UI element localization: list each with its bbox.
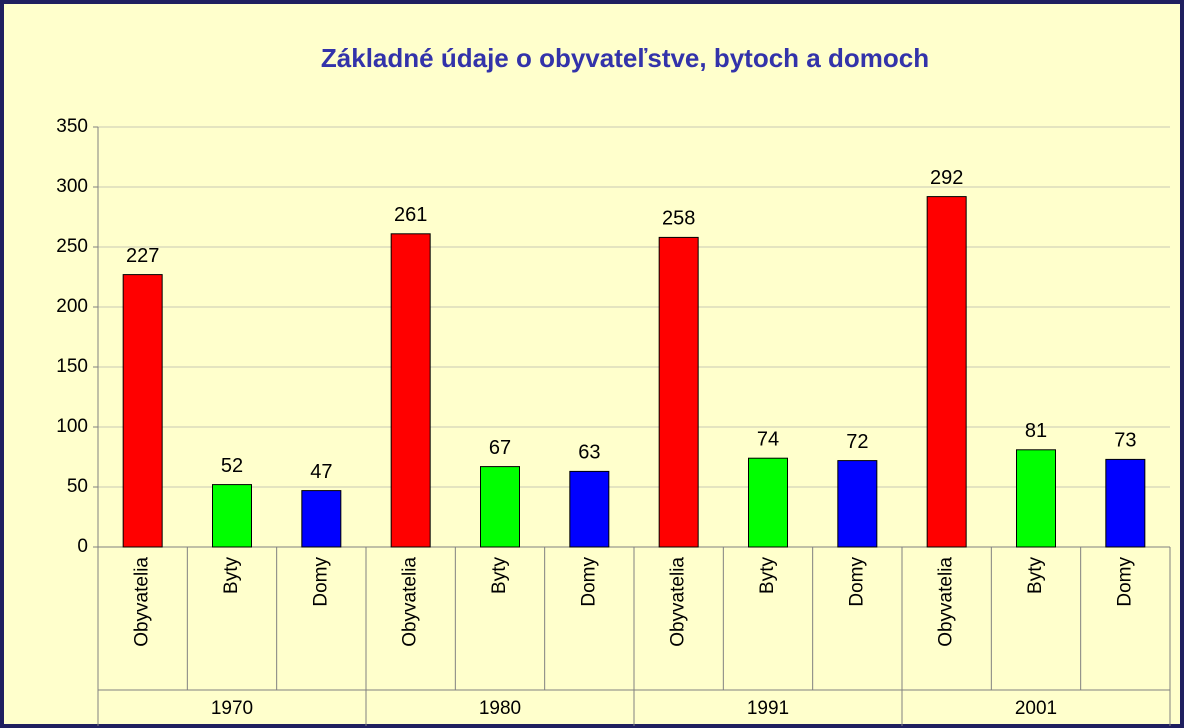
bar (1016, 449, 1056, 548)
y-tick-label: 150 (56, 356, 88, 377)
data-label: 67 (489, 437, 511, 459)
bar (926, 196, 967, 548)
x-tick-label: Byty (1025, 557, 1046, 594)
data-label: 72 (846, 431, 868, 453)
data-label: 227 (126, 245, 159, 267)
bar (122, 274, 163, 548)
data-label: 292 (930, 167, 963, 189)
bar (301, 490, 342, 548)
chart-title: Základné údaje o obyvateľstve, bytoch a … (321, 43, 929, 73)
x-tick-label: Obyvatelia (132, 557, 153, 647)
bar (837, 460, 878, 548)
y-tick-label: 50 (67, 476, 88, 497)
y-tick-label: 250 (56, 236, 88, 257)
x-tick-label: Domy (310, 557, 331, 607)
x-tick-label: Domy (578, 557, 599, 607)
group-label: 2001 (1015, 698, 1057, 719)
bar (658, 236, 699, 548)
data-label: 81 (1025, 420, 1047, 442)
x-tick-label: Byty (221, 557, 242, 594)
bar (1105, 458, 1146, 548)
data-label: 261 (394, 204, 427, 226)
group-label: 1980 (479, 698, 521, 719)
bar (748, 457, 788, 548)
data-label: 47 (310, 461, 332, 483)
y-tick-label: 0 (77, 536, 88, 557)
y-tick-label: 350 (56, 116, 88, 137)
x-tick-label: Domy (1114, 557, 1135, 607)
y-tick-label: 200 (56, 296, 88, 317)
data-label: 74 (757, 428, 779, 450)
data-label: 63 (578, 442, 600, 464)
x-tick-label: Byty (489, 557, 510, 594)
x-tick-label: Obyvatelia (936, 557, 957, 647)
bar (569, 470, 610, 548)
x-tick-label: Byty (757, 557, 778, 594)
y-tick-label: 100 (56, 416, 88, 437)
bar (480, 466, 520, 548)
data-label: 73 (1114, 430, 1136, 452)
bar (212, 484, 252, 548)
x-tick-label: Obyvatelia (400, 557, 421, 647)
y-tick-label: 300 (56, 176, 88, 197)
x-tick-label: Domy (846, 557, 867, 607)
bar (390, 233, 431, 548)
x-tick-label: Obyvatelia (668, 557, 689, 647)
group-label: 1991 (747, 698, 789, 719)
data-label: 52 (221, 455, 243, 477)
data-label: 258 (662, 208, 695, 230)
group-label: 1970 (211, 698, 253, 719)
